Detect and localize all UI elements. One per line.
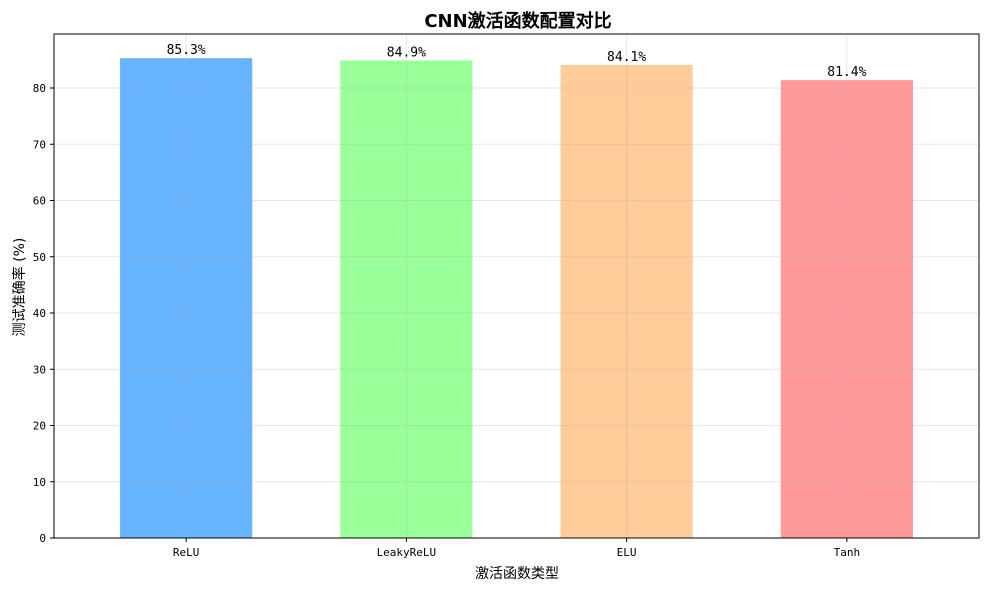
bar-tanh (780, 80, 913, 538)
bar-value-labels: 85.3% 84.9% 84.1% 81.4% (167, 43, 867, 80)
bar-value-label: 84.1% (607, 50, 646, 65)
bar-relu (120, 58, 253, 538)
y-axis-ticks: 0 10 20 30 40 50 60 70 80 (33, 82, 54, 545)
x-axis-ticks: ReLU LeakyReLU ELU Tanh (173, 538, 860, 559)
bar-value-label: 85.3% (167, 43, 206, 58)
y-tick-label: 0 (39, 532, 46, 545)
x-axis-label: 激活函数类型 (475, 565, 559, 582)
bars (120, 58, 913, 538)
y-tick-label: 30 (33, 363, 46, 376)
y-tick-label: 40 (33, 307, 46, 320)
y-tick-label: 20 (33, 420, 46, 433)
y-tick-label: 80 (33, 82, 46, 95)
bar-elu (560, 64, 693, 538)
chart-title: CNN激活函数配置对比 (424, 10, 611, 32)
y-tick-label: 10 (33, 476, 46, 489)
plot-frame (53, 33, 980, 539)
x-tick-label: Tanh (834, 546, 861, 559)
x-tick-label: LeakyReLU (377, 546, 437, 559)
y-tick-label: 70 (33, 138, 46, 151)
y-axis-label: 测试准确率 (%) (11, 238, 28, 337)
axes (53, 33, 980, 539)
x-tick-label: ELU (617, 546, 637, 559)
bar-value-label: 84.9% (387, 45, 426, 60)
x-tick-label: ReLU (173, 546, 200, 559)
y-tick-label: 60 (33, 195, 46, 208)
bar-leakyrelu (340, 60, 473, 538)
grid (54, 34, 979, 538)
y-tick-label: 50 (33, 251, 46, 264)
bar-value-label: 81.4% (827, 65, 866, 80)
